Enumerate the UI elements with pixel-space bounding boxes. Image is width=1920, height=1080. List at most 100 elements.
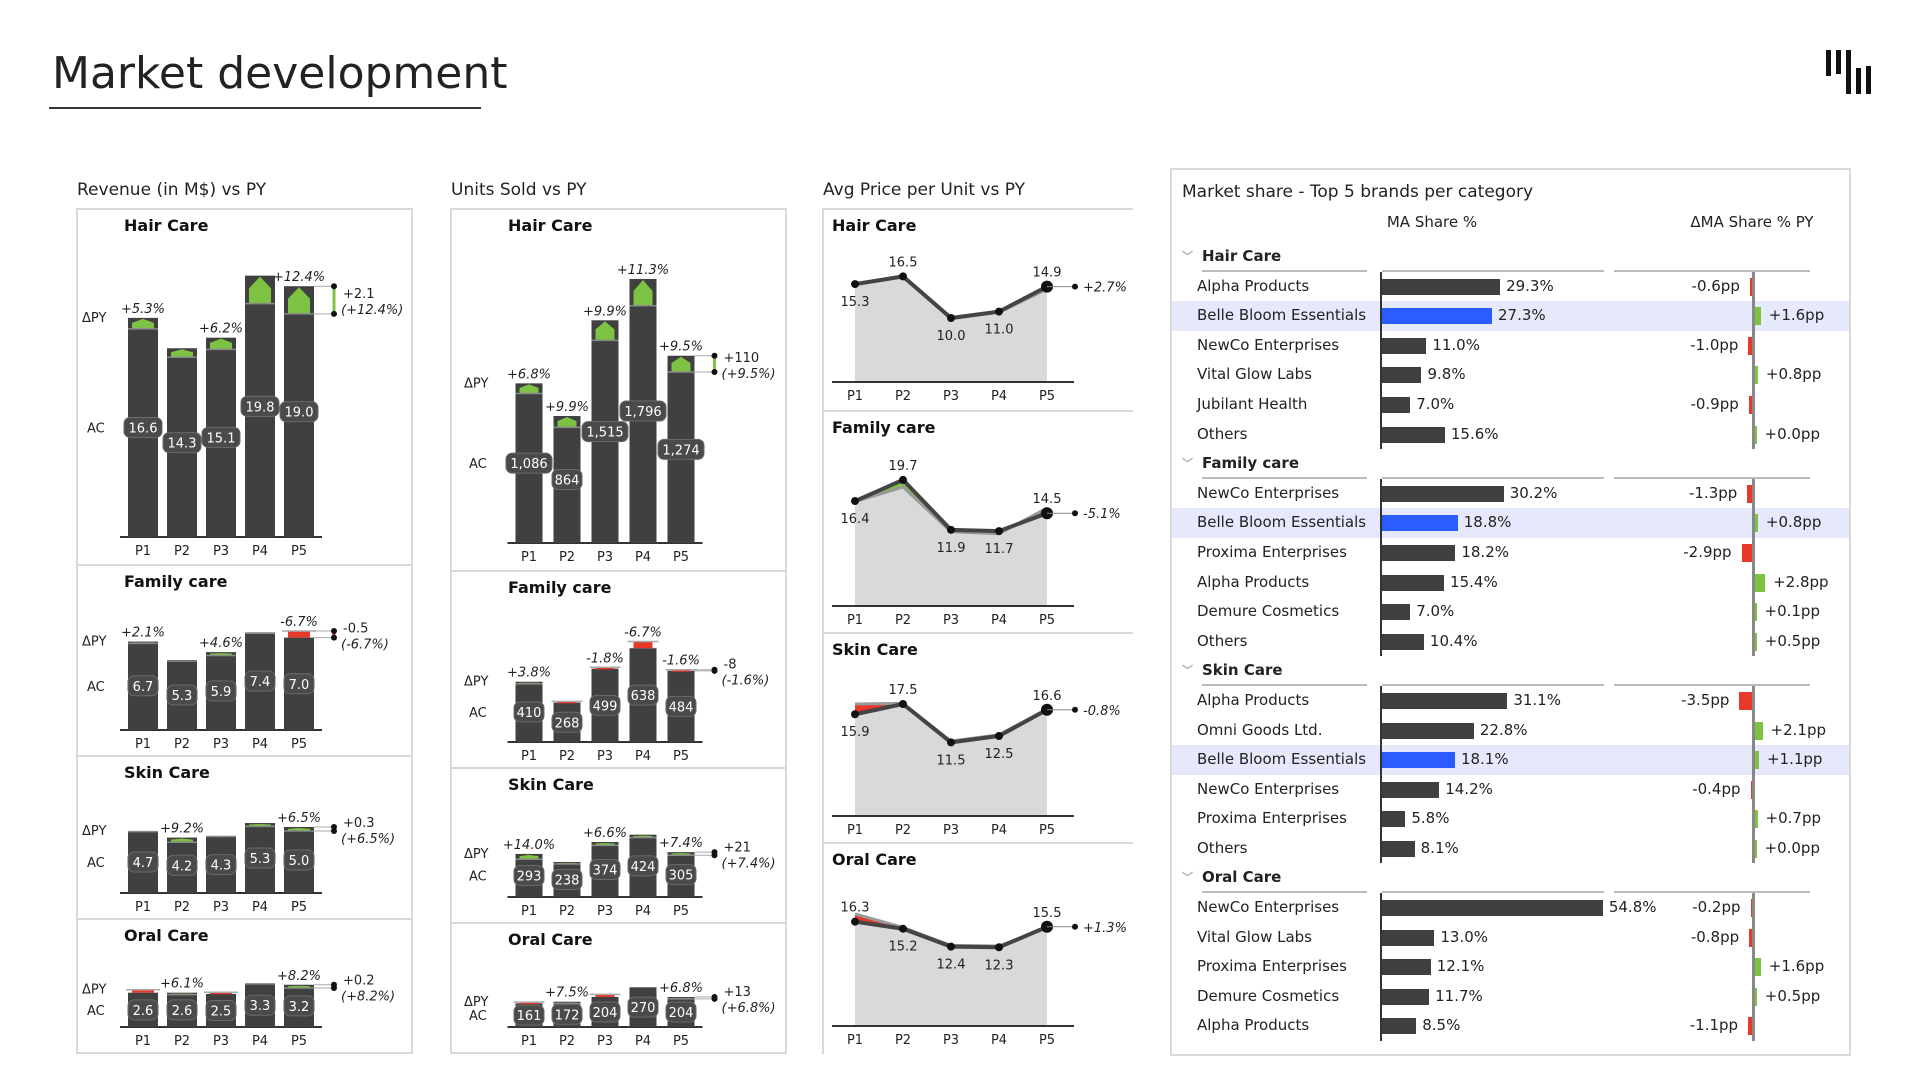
brand-name: Others — [1197, 424, 1248, 443]
end-delta-abs: +2.1 — [343, 287, 375, 302]
brand-row[interactable]: Alpha Products 15.4% +2.8pp — [1172, 567, 1849, 598]
share-bar — [1382, 308, 1493, 325]
share-value: 27.3% — [1498, 306, 1546, 325]
actual-row-label: AC — [469, 457, 487, 472]
delta-bar-negative — [1748, 1017, 1752, 1036]
share-value: 13.0% — [1440, 927, 1489, 946]
chart-category-title: Family care — [508, 578, 612, 597]
brand-row[interactable]: NewCo Enterprises 54.8% -0.2pp — [1172, 893, 1849, 923]
bar-delta-positive — [595, 321, 615, 341]
value-label-bg — [205, 680, 237, 702]
share-bar — [1382, 604, 1411, 621]
brand-row[interactable]: Vital Glow Labs 9.8% +0.8pp — [1172, 360, 1849, 390]
share-axis — [1380, 478, 1382, 509]
brand-name: Belle Bloom Essentials — [1197, 750, 1367, 769]
chart-svg: 2.6 P1 ΔPY AC 2.6 +6.1% P2 2.5 P3 3.3 P4 3.2 +8.2% P5… — [82, 969, 395, 1049]
delta-row-label: ΔPY — [464, 995, 488, 1010]
brand-row[interactable]: Demure Cosmetics 7.0% +0.1pp — [1172, 597, 1849, 627]
chart-svg: 1,086 +6.8% P1 ΔPY AC 864 +9.9% P2 1,515 +9.9% P3 1… — [464, 263, 776, 565]
value-label: 11.7 — [985, 542, 1014, 557]
value-label: 424 — [631, 860, 656, 875]
brand-row[interactable]: Alpha Products 8.5% -1.1pp — [1172, 1011, 1849, 1042]
brand-row[interactable]: Others 8.1% +0.0pp — [1172, 833, 1849, 864]
value-label-bg — [665, 864, 697, 886]
end-dot — [331, 828, 337, 835]
brand-row[interactable]: Proxima Enterprises 12.1% +1.6pp — [1172, 952, 1849, 982]
value-label: 1,086 — [510, 457, 547, 472]
brand-row[interactable]: Alpha Products 31.1% -3.5pp — [1172, 685, 1849, 716]
value-label-bg — [665, 1001, 697, 1023]
value-label-bg — [205, 1000, 237, 1021]
value-label-bg — [627, 684, 659, 706]
delta-label: +7.4% — [659, 836, 703, 851]
category-divider — [1202, 270, 1367, 272]
value-label: 204 — [593, 1006, 618, 1021]
value-label: 6.7 — [133, 680, 154, 695]
period-label: P5 — [673, 904, 689, 919]
category-row-family-care[interactable]: ﹀ Family care — [1172, 449, 1849, 480]
category-name: Skin Care — [1202, 661, 1283, 680]
brand-row[interactable]: NewCo Enterprises 14.2% -0.4pp — [1172, 774, 1849, 805]
period-label: P1 — [521, 550, 537, 565]
brand-row[interactable]: Belle Bloom Essentials 27.3% +1.6pp — [1172, 301, 1849, 331]
share-bar — [1382, 515, 1458, 532]
share-value: 11.0% — [1432, 335, 1480, 354]
period-label: P1 — [847, 613, 863, 628]
category-row-hair-care[interactable]: ﹀ Hair Care — [1172, 242, 1849, 272]
share-bar — [1382, 840, 1415, 857]
brand-row[interactable]: Belle Bloom Essentials 18.8% +0.8pp — [1172, 508, 1849, 538]
actual-row-label: AC — [87, 1004, 105, 1019]
category-row-oral-care[interactable]: ﹀ Oral Care — [1172, 863, 1849, 894]
period-label: P5 — [1039, 389, 1055, 404]
brand-row[interactable]: Proxima Enterprises 5.8% +0.7pp — [1172, 804, 1849, 834]
brand-row[interactable]: Others 15.6% +0.0pp — [1172, 419, 1849, 450]
period-label: P5 — [673, 550, 689, 565]
delta-axis — [1752, 626, 1755, 657]
brand-row[interactable]: NewCo Enterprises 30.2% -1.3pp — [1172, 478, 1849, 509]
bar-delta-negative — [595, 994, 615, 998]
chart-category-title: Hair Care — [124, 216, 209, 235]
period-label: P4 — [252, 1034, 268, 1049]
value-label: 204 — [669, 1006, 694, 1021]
value-label: 16.3 — [841, 901, 870, 916]
delta-bar-positive — [1755, 573, 1766, 592]
brand-row[interactable]: Proxima Enterprises 18.2% -2.9pp — [1172, 537, 1849, 568]
category-divider — [1202, 891, 1367, 894]
delta-bar-positive — [1755, 366, 1758, 385]
chart-svg: 16.6 +5.3% P1 ΔPY AC 14.3 P2 15.1 +6.2% P3 19.8 P4 1… — [82, 270, 403, 559]
brand-row[interactable]: Omni Goods Ltd. 22.8% +2.1pp — [1172, 715, 1849, 746]
delta-value: +0.8pp — [1765, 513, 1822, 532]
brand-row[interactable]: Vital Glow Labs 13.0% -0.8pp — [1172, 922, 1849, 953]
data-point — [851, 917, 859, 926]
value-label: 19.0 — [285, 406, 314, 421]
brand-row[interactable]: Alpha Products 29.3% -0.6pp — [1172, 271, 1849, 302]
delta-label: +14.0% — [503, 838, 555, 853]
brand-row[interactable]: Jubilant Health 7.0% -0.9pp — [1172, 389, 1849, 420]
value-label-bg — [244, 994, 276, 1016]
delta-value: +1.1pp — [1766, 750, 1823, 769]
brand-row[interactable]: Others 10.4% +0.5pp — [1172, 626, 1849, 657]
value-label-bg — [657, 438, 705, 460]
value-label: 11.9 — [937, 541, 966, 556]
delta-row-label: ΔPY — [82, 824, 106, 839]
delta-axis — [1752, 745, 1755, 775]
value-label: 4.2 — [172, 859, 193, 874]
delta-axis — [1752, 922, 1755, 953]
value-label-bg — [162, 432, 202, 454]
market-share-panel: Market share - Top 5 brands per category… — [1170, 168, 1851, 1056]
revenue-chart-family-care: 6.7 +2.1% P1 ΔPY AC 5.3 P2 5.9 +4.6% P3 7.4 P4 7.0 -6… — [78, 564, 411, 755]
brand-row[interactable]: Demure Cosmetics 11.7% +0.5pp — [1172, 981, 1849, 1012]
bar-delta-positive — [633, 279, 653, 306]
brand-row[interactable]: NewCo Enterprises 11.0% -1.0pp — [1172, 330, 1849, 361]
end-delta-pct: (+7.4%) — [722, 857, 776, 872]
brand-name: Others — [1197, 838, 1248, 857]
data-point — [995, 307, 1003, 316]
brand-row[interactable]: Belle Bloom Essentials 18.1% +1.1pp — [1172, 745, 1849, 775]
brand-name: Others — [1197, 631, 1248, 650]
data-point — [899, 924, 907, 933]
data-point — [947, 738, 955, 747]
category-row-skin-care[interactable]: ﹀ Skin Care — [1172, 656, 1849, 687]
delta-bar-negative — [1749, 928, 1752, 947]
share-bar — [1382, 959, 1431, 976]
delta-axis — [1752, 715, 1755, 746]
